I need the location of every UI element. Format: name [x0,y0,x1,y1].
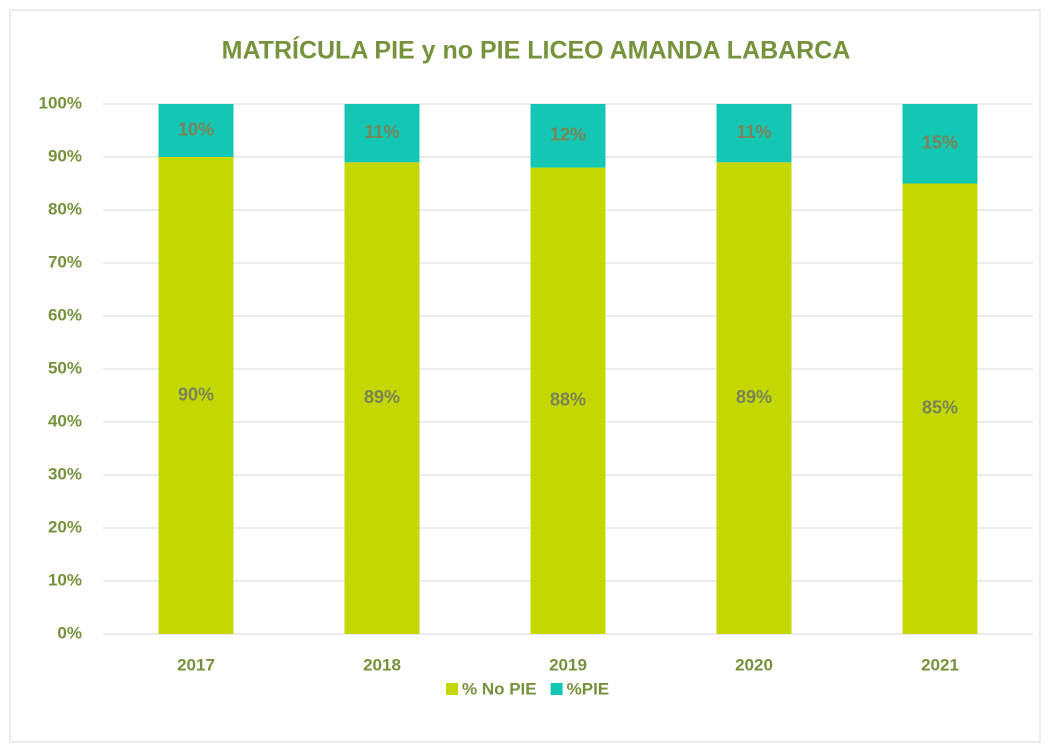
data-label: 90% [178,384,214,404]
bar-segment [530,104,606,168]
x-tick-label: 2018 [363,655,401,674]
data-label: 10% [178,119,214,139]
data-label: 11% [736,122,771,142]
y-tick-label: 40% [48,411,82,430]
bar-segment [716,162,792,635]
x-tick-label: 2017 [177,655,215,674]
data-label: 89% [364,387,400,407]
bar-segment [902,183,978,634]
data-label: 85% [922,398,958,418]
data-label: 89% [736,387,772,407]
legend-swatch [446,683,458,695]
bar-segment [902,104,978,184]
bar-segment [530,167,606,634]
chart-title: MATRÍCULA PIE y no PIE LICEO AMANDA LABA… [222,36,851,65]
x-tick-label: 2019 [549,655,587,674]
y-tick-label: 60% [48,305,82,324]
y-tick-label: 80% [48,199,82,218]
data-label: 12% [550,125,586,145]
bar-segment [158,104,234,157]
data-label: 11% [364,122,399,142]
legend-label: %PIE [567,679,610,698]
y-tick-label: 30% [48,464,82,483]
x-tick-label: 2020 [735,655,773,674]
y-tick-label: 100% [39,93,82,112]
x-tick-label: 2021 [921,655,959,674]
y-tick-label: 50% [48,358,82,377]
y-tick-label: 10% [48,570,82,589]
bar-segment [344,104,420,163]
y-tick-label: 70% [48,252,82,271]
y-tick-label: 20% [48,517,82,536]
y-tick-label: 0% [57,623,82,642]
legend-swatch [550,683,563,695]
y-tick-label: 90% [48,146,82,165]
data-label: 15% [922,133,958,153]
legend-label: % No PIE [462,679,537,698]
bar-segment [158,157,234,634]
bar-segment [716,104,792,163]
data-label: 88% [550,390,586,410]
bar-segment [344,162,420,635]
